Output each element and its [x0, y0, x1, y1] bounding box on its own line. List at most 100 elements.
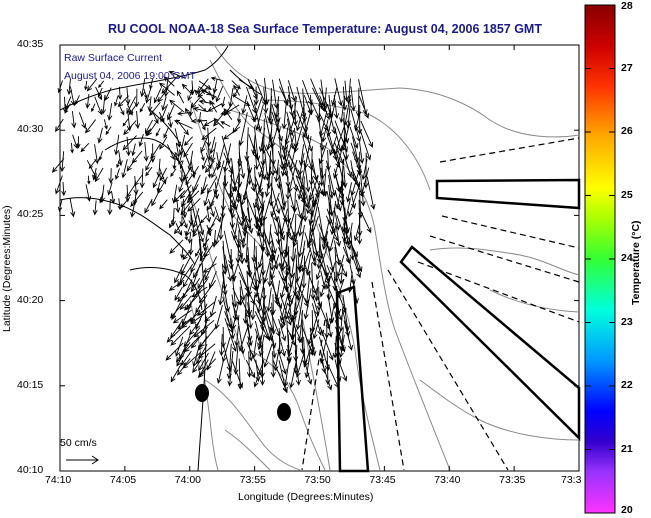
- current-arrow: [195, 278, 208, 296]
- current-arrow: [213, 118, 225, 129]
- current-arrow: [278, 86, 289, 105]
- current-arrow: [209, 99, 218, 113]
- current-arrow: [197, 271, 207, 290]
- current-arrow: [312, 296, 320, 317]
- current-arrow: [319, 111, 328, 138]
- current-arrow: [130, 191, 144, 207]
- current-arrow: [263, 87, 269, 114]
- current-arrow: [333, 95, 340, 120]
- current-arrow: [342, 151, 353, 178]
- current-arrow: [182, 270, 193, 288]
- current-arrow: [306, 215, 319, 249]
- y-tick-label: 40:25: [17, 208, 44, 221]
- current-arrow: [202, 263, 217, 273]
- current-arrow: [80, 142, 90, 153]
- current-arrow: [321, 231, 329, 251]
- current-arrow: [281, 103, 287, 130]
- current-arrow: [197, 215, 205, 236]
- current-arrow: [214, 304, 223, 330]
- current-arrow: [107, 199, 113, 216]
- current-arrow: [74, 95, 80, 106]
- current-arrow: [206, 142, 212, 161]
- current-arrow: [283, 360, 290, 388]
- current-arrow: [161, 78, 176, 94]
- current-arrow: [227, 350, 234, 387]
- current-arrow: [85, 93, 91, 109]
- current-vectors: [51, 70, 376, 394]
- current-arrow: [193, 319, 215, 338]
- current-arrow: [168, 279, 185, 291]
- current-arrow: [338, 303, 344, 332]
- current-arrow: [238, 112, 248, 147]
- current-arrow: [238, 152, 246, 180]
- current-arrow: [336, 254, 348, 278]
- current-arrow: [211, 167, 217, 179]
- current-arrow: [181, 83, 193, 96]
- current-arrow: [270, 254, 280, 281]
- current-arrow: [204, 311, 217, 322]
- current-arrow: [303, 343, 313, 368]
- current-arrow: [177, 150, 184, 166]
- current-arrow: [179, 184, 192, 200]
- current-arrow: [200, 215, 208, 224]
- current-arrow: [179, 206, 185, 227]
- current-arrow: [297, 166, 306, 201]
- current-arrow: [318, 142, 328, 165]
- current-arrow: [292, 102, 298, 127]
- current-arrow: [166, 326, 183, 343]
- current-arrow: [320, 358, 333, 391]
- current-arrow: [115, 168, 120, 180]
- current-arrow: [88, 159, 97, 169]
- current-arrow: [252, 174, 264, 209]
- current-arrow: [237, 358, 243, 390]
- marker-blob: [277, 403, 291, 421]
- current-arrow: [270, 142, 276, 177]
- current-arrow: [158, 82, 175, 96]
- current-arrow: [180, 256, 192, 276]
- x-tick-label: 73:50: [304, 474, 331, 486]
- current-arrow: [236, 111, 241, 124]
- current-arrow: [182, 248, 193, 261]
- current-arrow: [312, 319, 320, 340]
- current-arrow: [264, 166, 272, 198]
- current-arrow: [214, 182, 220, 200]
- current-arrow: [266, 287, 272, 313]
- current-arrow: [238, 79, 255, 90]
- current-arrow: [165, 342, 184, 361]
- current-arrow: [185, 175, 193, 186]
- current-arrow: [353, 111, 361, 132]
- current-arrow: [157, 176, 168, 194]
- current-arrow: [341, 198, 351, 233]
- annotation-line2: August 04, 2006 19:00 GMT: [64, 70, 196, 82]
- colorbar-tick-label: 24: [621, 252, 633, 264]
- current-arrow: [278, 352, 287, 375]
- current-arrow: [187, 231, 192, 244]
- current-arrow: [335, 182, 343, 210]
- current-arrow: [319, 272, 329, 298]
- current-arrow: [308, 189, 320, 226]
- current-arrow: [314, 280, 320, 302]
- current-arrow: [97, 127, 103, 144]
- current-arrow: [253, 359, 265, 388]
- current-arrow: [262, 192, 273, 222]
- current-arrow: [97, 87, 103, 97]
- current-arrow: [156, 158, 162, 178]
- current-arrow: [279, 208, 288, 237]
- current-arrow: [334, 78, 343, 107]
- current-arrow: [203, 190, 210, 207]
- current-arrow: [194, 89, 207, 104]
- current-arrow: [186, 190, 200, 204]
- current-arrow: [214, 216, 224, 246]
- current-arrow: [149, 101, 161, 116]
- current-arrow: [176, 90, 185, 104]
- current-arrow: [69, 198, 76, 218]
- current-arrow: [256, 200, 265, 223]
- current-arrow: [149, 78, 154, 90]
- current-arrow: [203, 118, 217, 127]
- current-arrow: [256, 279, 265, 314]
- current-arrow: [287, 159, 298, 194]
- current-arrow: [104, 87, 112, 102]
- current-arrow: [181, 311, 200, 329]
- x-tick-label: 73:35: [499, 474, 526, 486]
- current-arrow: [200, 134, 209, 153]
